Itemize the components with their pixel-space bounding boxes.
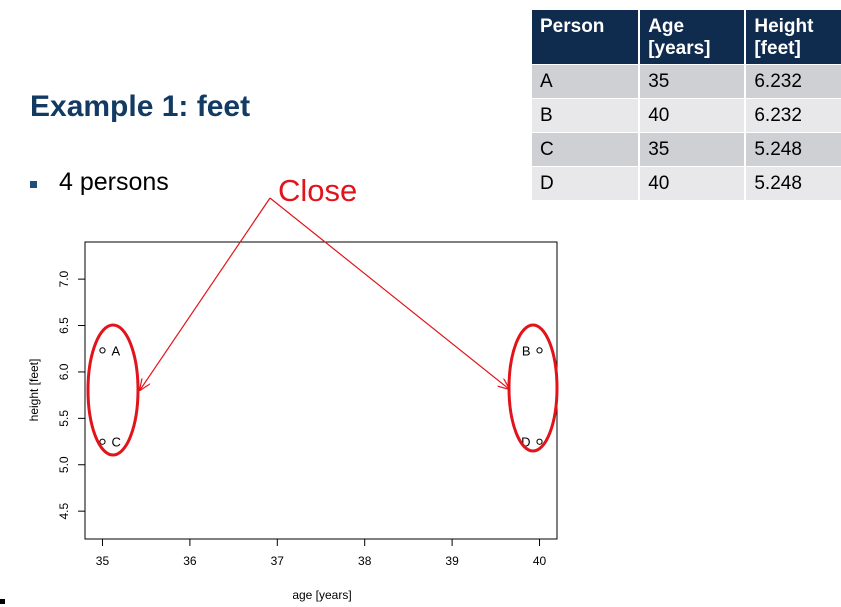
y-tick-label: 7.0 <box>57 270 71 287</box>
right-cluster-ellipse <box>507 323 559 453</box>
cell-height: 5.248 <box>746 166 841 200</box>
table-row: D 40 5.248 <box>532 166 841 200</box>
y-axis: 4.5 5.0 5.5 6.0 6.5 7.0 <box>57 270 85 520</box>
data-point-d <box>536 438 543 445</box>
header-person-text: Person <box>540 16 605 37</box>
y-axis-label: height [feet] <box>27 359 41 422</box>
x-tick-label: 39 <box>445 554 459 568</box>
arrow-right <box>269 197 509 389</box>
x-tick-label: 38 <box>358 554 372 568</box>
bullet-text: 4 persons <box>59 168 169 196</box>
cell-person: D <box>532 166 641 200</box>
data-table: Person Age [years] Height [feet] A 35 6.… <box>532 10 841 200</box>
x-tick-label: 36 <box>183 554 197 568</box>
point-label-a: A <box>111 343 120 358</box>
point-label-b: B <box>522 343 531 358</box>
cell-height: 5.248 <box>746 132 841 166</box>
x-tick-label: 37 <box>271 554 285 568</box>
data-points: A B C D <box>99 343 543 450</box>
cell-person: C <box>532 132 641 166</box>
x-axis: 35 36 37 38 39 40 <box>96 539 547 568</box>
point-label-c: C <box>111 435 120 450</box>
y-tick-label: 6.0 <box>57 363 71 380</box>
bullet-item: 4 persons <box>30 168 169 197</box>
x-tick-label: 40 <box>533 554 547 568</box>
cell-age: 35 <box>640 132 747 166</box>
cell-age: 40 <box>640 98 747 132</box>
header-person: Person <box>532 10 641 64</box>
plot-frame <box>84 241 558 540</box>
data-point-b <box>536 347 543 354</box>
table-row: C 35 5.248 <box>532 132 841 166</box>
cell-person: B <box>532 98 641 132</box>
header-height-text: Height <box>754 16 814 37</box>
cell-age: 35 <box>640 64 747 98</box>
close-annotation: Close <box>278 173 358 208</box>
y-tick-label: 6.5 <box>57 317 71 334</box>
cell-person: A <box>532 64 641 98</box>
left-cluster-ellipse <box>86 323 140 457</box>
slide-title: Example 1: feet <box>30 90 251 123</box>
data-point-c <box>99 438 106 445</box>
table-header-row: Person Age [years] Height [feet] <box>532 10 841 64</box>
arrow-left <box>140 197 271 390</box>
cell-age: 40 <box>640 166 747 200</box>
table-row: A 35 6.232 <box>532 64 841 98</box>
header-height-unit: [feet] <box>754 38 801 59</box>
bullet-square-icon <box>30 181 37 188</box>
x-tick-label: 35 <box>96 554 110 568</box>
table-row: B 40 6.232 <box>532 98 841 132</box>
y-tick-label: 5.5 <box>57 410 71 427</box>
header-age-unit: [years] <box>648 38 711 59</box>
header-height: Height [feet] <box>746 10 841 64</box>
x-axis-label: age [years] <box>292 588 351 602</box>
point-label-d: D <box>521 435 530 450</box>
corner-mark <box>0 599 5 604</box>
y-tick-label: 4.5 <box>57 502 71 519</box>
y-tick-label: 5.0 <box>57 456 71 473</box>
cell-height: 6.232 <box>746 64 841 98</box>
cell-height: 6.232 <box>746 98 841 132</box>
header-age: Age [years] <box>640 10 747 64</box>
data-point-a <box>99 347 106 354</box>
header-age-text: Age <box>648 16 685 37</box>
